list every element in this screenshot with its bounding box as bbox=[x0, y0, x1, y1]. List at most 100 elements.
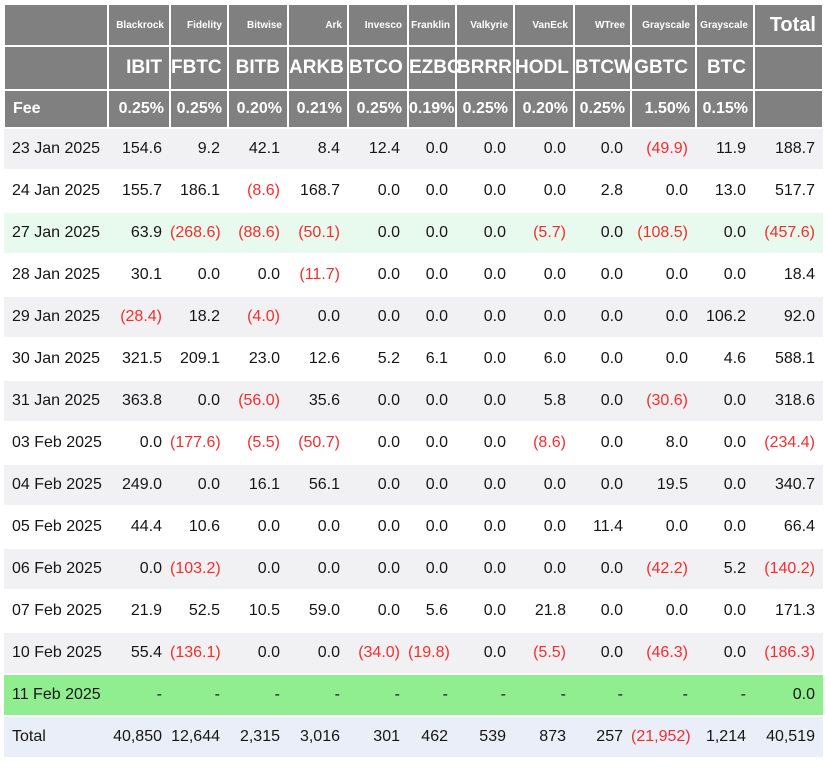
flow-value-cell: 0.0 bbox=[456, 211, 514, 254]
flow-value-cell: 0.0 bbox=[228, 505, 288, 548]
column-total-cell: 2,315 bbox=[228, 715, 288, 757]
flow-value-cell: 52.5 bbox=[170, 589, 228, 632]
row-total-cell: (186.3) bbox=[754, 631, 823, 674]
flow-value-cell: 0.0 bbox=[456, 421, 514, 464]
flow-value-cell: 11.9 bbox=[696, 127, 754, 170]
flow-value-cell: 0.0 bbox=[631, 505, 696, 548]
issuer-cell: Ark bbox=[287, 3, 349, 47]
flow-value-cell: - bbox=[456, 673, 514, 716]
flow-value-cell: 0.0 bbox=[631, 295, 696, 338]
table-header: Blackrock Fidelity Bitwise Ark Invesco Frankl… bbox=[3, 3, 824, 129]
flow-value-cell: 44.4 bbox=[108, 505, 170, 548]
issuer-cell: Blackrock bbox=[107, 3, 171, 47]
row-total-cell: 517.7 bbox=[754, 169, 823, 212]
flow-value-cell: 56.1 bbox=[288, 463, 348, 506]
flow-value-cell: 5.8 bbox=[514, 379, 574, 422]
flow-value-cell: 21.9 bbox=[108, 589, 170, 632]
column-total-cell: (21,952) bbox=[631, 715, 696, 757]
table-row: 31 Jan 2025 363.8 0.0 (56.0) 35.6 0.0 0.0 0.0 5.… bbox=[4, 379, 823, 422]
flow-value-cell: 0.0 bbox=[348, 421, 408, 464]
table-row: 03 Feb 2025 0.0 (177.6) (5.5) (50.7) 0.0 0.0 0.… bbox=[4, 421, 823, 464]
flow-value-cell: 0.0 bbox=[408, 421, 456, 464]
etf-flow-table: Blackrock Fidelity Bitwise Ark Invesco Frankl… bbox=[3, 3, 824, 757]
row-total-cell: 340.7 bbox=[754, 463, 823, 506]
table-row: 04 Feb 2025 249.0 0.0 16.1 56.1 0.0 0.0 0.0 0.0 0… bbox=[4, 463, 823, 506]
flow-value-cell: 0.0 bbox=[696, 421, 754, 464]
flow-value-cell: 16.1 bbox=[228, 463, 288, 506]
flow-value-cell: 0.0 bbox=[408, 379, 456, 422]
flow-value-cell: 363.8 bbox=[108, 379, 170, 422]
flow-value-cell: 19.5 bbox=[631, 463, 696, 506]
flow-value-cell: 2.8 bbox=[574, 169, 631, 212]
flow-value-cell: 155.7 bbox=[108, 169, 170, 212]
flow-value-cell: 0.0 bbox=[696, 379, 754, 422]
flow-value-cell: 8.4 bbox=[288, 127, 348, 170]
flow-value-cell: 0.0 bbox=[456, 631, 514, 674]
flow-value-cell: 106.2 bbox=[696, 295, 754, 338]
flow-value-cell: 0.0 bbox=[348, 463, 408, 506]
flow-value-cell: 10.5 bbox=[228, 589, 288, 632]
flow-value-cell: 0.0 bbox=[631, 169, 696, 212]
ticker-cell: BTC bbox=[695, 45, 755, 91]
flow-value-cell: 0.0 bbox=[514, 463, 574, 506]
table-body: 23 Jan 2025 154.6 9.2 42.1 8.4 12.4 0.0 0.0 0.0 0… bbox=[4, 127, 823, 757]
flow-value-cell: 0.0 bbox=[574, 421, 631, 464]
column-total-cell: 40,850 bbox=[108, 715, 170, 757]
corner-cell bbox=[3, 3, 109, 47]
table-row: 06 Feb 2025 0.0 (103.2) 0.0 0.0 0.0 0.0 0.0 0.0 0… bbox=[4, 547, 823, 590]
flow-value-cell: 0.0 bbox=[696, 211, 754, 254]
table-row: 30 Jan 2025 321.5 209.1 23.0 12.6 5.2 6.1 0.0 6.… bbox=[4, 337, 823, 380]
flow-value-cell: (28.4) bbox=[108, 295, 170, 338]
flow-value-cell: 0.0 bbox=[574, 211, 631, 254]
flow-value-cell: 0.0 bbox=[408, 547, 456, 590]
row-total-cell: (234.4) bbox=[754, 421, 823, 464]
flow-value-cell: 12.4 bbox=[348, 127, 408, 170]
flow-value-cell: - bbox=[228, 673, 288, 716]
ticker-cell: IBIT bbox=[107, 45, 171, 91]
flow-value-cell: 0.0 bbox=[574, 547, 631, 590]
flow-value-cell: 0.0 bbox=[348, 547, 408, 590]
flow-value-cell: 0.0 bbox=[170, 379, 228, 422]
flow-value-cell: 0.0 bbox=[574, 589, 631, 632]
issuer-cell: Fidelity bbox=[169, 3, 229, 47]
flow-value-cell: (30.6) bbox=[631, 379, 696, 422]
ticker-cell: BITB bbox=[227, 45, 289, 91]
flow-value-cell: 0.0 bbox=[348, 589, 408, 632]
flow-value-cell: 0.0 bbox=[631, 337, 696, 380]
row-total-cell: 318.6 bbox=[754, 379, 823, 422]
flow-value-cell: 0.0 bbox=[631, 253, 696, 296]
flow-value-cell: 63.9 bbox=[108, 211, 170, 254]
flow-value-cell: 0.0 bbox=[456, 295, 514, 338]
flow-value-cell: (46.3) bbox=[631, 631, 696, 674]
flow-value-cell: 9.2 bbox=[170, 127, 228, 170]
date-cell: 31 Jan 2025 bbox=[4, 379, 108, 422]
date-cell: 03 Feb 2025 bbox=[4, 421, 108, 464]
flow-value-cell: 5.2 bbox=[348, 337, 408, 380]
flow-value-cell: 21.8 bbox=[514, 589, 574, 632]
table-row: 27 Jan 2025 63.9 (268.6) (88.6) (50.1) 0.0 0.0… bbox=[4, 211, 823, 254]
total-column-blank bbox=[753, 89, 824, 129]
flow-value-cell: 0.0 bbox=[348, 211, 408, 254]
issuer-cell: Bitwise bbox=[227, 3, 289, 47]
flow-value-cell: 0.0 bbox=[288, 547, 348, 590]
flow-value-cell: 186.1 bbox=[170, 169, 228, 212]
flow-value-cell: 0.0 bbox=[514, 295, 574, 338]
row-total-cell: 92.0 bbox=[754, 295, 823, 338]
column-total-cell: 462 bbox=[408, 715, 456, 757]
table-row: 24 Jan 2025 155.7 186.1 (8.6) 168.7 0.0 0.0 0.0… bbox=[4, 169, 823, 212]
flow-value-cell: 0.0 bbox=[348, 505, 408, 548]
issuer-cell: Grayscale bbox=[695, 3, 755, 47]
flow-value-cell: 0.0 bbox=[408, 463, 456, 506]
flow-value-cell: 0.0 bbox=[456, 463, 514, 506]
flow-value-cell: 4.6 bbox=[696, 337, 754, 380]
flow-value-cell: 0.0 bbox=[348, 253, 408, 296]
flow-value-cell: 18.2 bbox=[170, 295, 228, 338]
row-total-cell: 171.3 bbox=[754, 589, 823, 632]
flow-value-cell: 0.0 bbox=[456, 253, 514, 296]
fee-cell: 0.20% bbox=[227, 89, 289, 129]
flow-value-cell: 8.0 bbox=[631, 421, 696, 464]
date-cell: 28 Jan 2025 bbox=[4, 253, 108, 296]
flow-value-cell: 0.0 bbox=[228, 253, 288, 296]
flow-value-cell: 55.4 bbox=[108, 631, 170, 674]
flow-value-cell: 0.0 bbox=[456, 337, 514, 380]
